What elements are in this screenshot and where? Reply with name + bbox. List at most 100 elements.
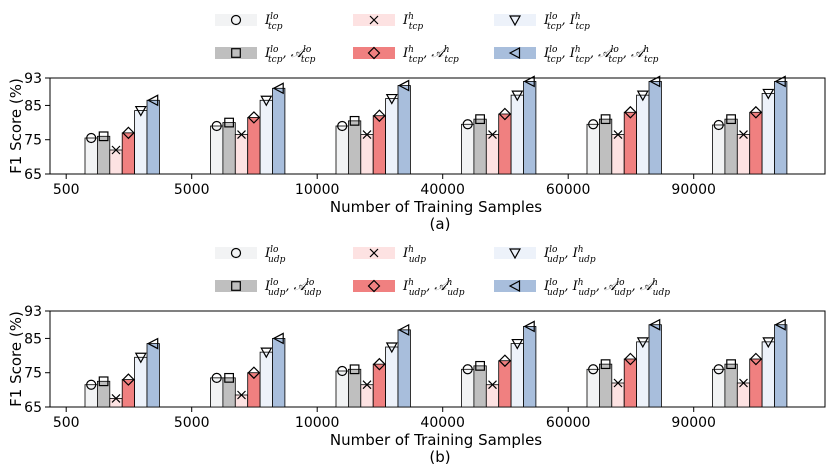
legend-swatch [494,47,536,59]
bar [222,377,236,408]
bar-marker [713,119,724,131]
bar [761,341,775,408]
y-axis-label-a: F1 Score (%) [7,78,25,174]
bar-marker [739,378,748,388]
bar [335,370,349,408]
y-tick-label: 93 [24,71,42,87]
legend-swatch [215,280,257,292]
legend-swatch [494,247,536,259]
bars-a [84,75,788,175]
x-tick-label: 90000 [671,415,716,431]
bar-marker [613,378,623,388]
bar [247,117,261,175]
bar [146,343,160,408]
legend-marker [230,247,242,259]
legend-marker [367,46,381,60]
bar-marker [146,94,159,107]
bar-marker [749,352,763,366]
bar-marker [624,105,637,119]
bar [372,363,387,408]
x-tick-label: 40000 [420,415,465,431]
plot-frame-b [49,310,826,408]
bar-marker [86,379,97,390]
x-tick-label: 500 [53,182,80,198]
bar-marker [774,318,786,331]
bar [774,324,788,408]
bar-marker [272,332,284,345]
bar-marker [237,130,246,139]
legend-marker [508,280,521,292]
bar [510,343,524,408]
legend-marker [508,248,522,260]
x-tick-label: 60000 [546,182,591,198]
bar-marker [86,132,97,144]
plot-frame-a [49,77,826,175]
bar [761,93,775,175]
bar [385,98,399,175]
bar [611,134,625,175]
bar-marker [337,120,348,132]
bar-marker [762,337,775,349]
bar [397,329,411,408]
bar-marker [600,114,611,125]
bar-marker [462,364,473,375]
bar-marker [362,380,372,390]
bar-marker [211,372,222,383]
legend-swatch [215,247,257,259]
bar-marker [134,352,147,364]
bar-marker [397,79,410,92]
bar-marker [134,105,147,117]
x-tick-label: 60000 [546,415,591,431]
bar [360,134,374,175]
x-ticks-b: 500 5000 10000 40000 60000 90000 [53,407,716,431]
bar-marker [349,115,360,126]
bar [599,118,613,175]
bar-marker [498,107,512,121]
bar-marker [373,357,386,371]
y-tick-label: 85 [24,331,42,347]
bar-marker [636,337,649,349]
bar-marker [498,354,512,368]
bar [259,99,273,175]
bar [347,120,362,175]
bar [648,324,662,408]
x-axis-label-b: Number of Training Samples [330,431,542,449]
bars-b [84,318,788,408]
bar [724,118,738,175]
y-tick-label: 75 [24,366,42,382]
x-tick-label: 10000 [295,182,340,198]
bar-marker [588,119,599,130]
bar [712,124,726,175]
bar-marker [111,394,121,403]
legend-swatch [494,280,536,292]
bar [774,81,788,175]
bar-marker [362,130,372,139]
bar [234,134,249,175]
bar-marker [247,366,261,380]
legend-swatch [494,14,536,26]
bar-marker [613,130,623,139]
bar-marker [713,364,724,375]
bar-marker [224,117,235,128]
legend-marker [508,47,521,59]
y-ticks-a: 65 75 85 93 [24,71,50,183]
bar-marker [237,390,246,400]
bar-marker [624,352,637,366]
bar [272,87,286,175]
bar-marker [98,131,109,142]
bar [636,341,650,408]
x-tick-label: 500 [53,415,80,431]
legend-marker [231,48,241,58]
bar [360,384,374,408]
